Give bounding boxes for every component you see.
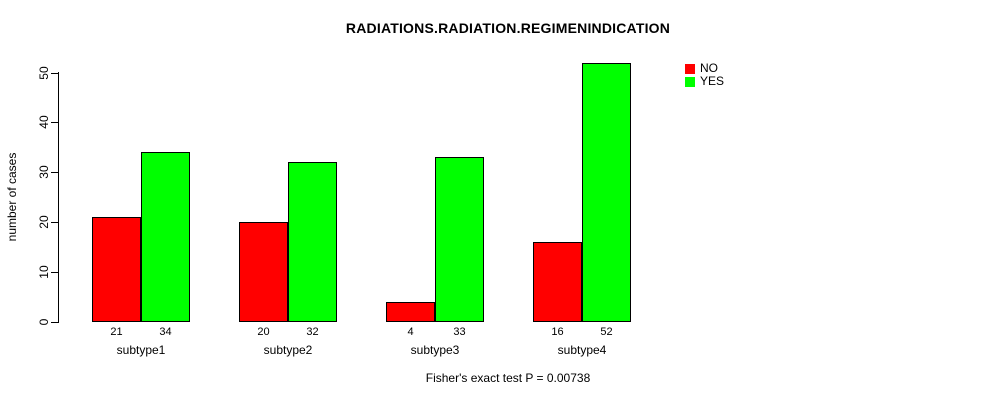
x-category-label-subtype2: subtype2 — [263, 343, 313, 357]
legend-swatch-yes — [685, 76, 695, 87]
x-category-label-subtype1: subtype1 — [116, 343, 166, 357]
y-tick-label-50: 50 — [37, 66, 51, 80]
y-tick-mark-10 — [51, 272, 58, 273]
y-tick-mark-20 — [51, 222, 58, 223]
bar-yes-subtype1 — [141, 152, 190, 322]
bar-value-label-no-subtype3: 4 — [407, 326, 414, 338]
legend-label-yes: YES — [700, 74, 725, 88]
x-category-label-subtype3: subtype3 — [410, 343, 460, 357]
y-tick-mark-40 — [51, 122, 58, 123]
bar-no-subtype3 — [386, 302, 435, 322]
bar-yes-subtype3 — [435, 157, 484, 322]
stat-test-caption: Fisher's exact test P = 0.00738 — [425, 371, 591, 385]
y-tick-mark-30 — [51, 172, 58, 173]
y-tick-label-30: 30 — [37, 165, 51, 179]
bar-value-label-yes-subtype3: 33 — [453, 326, 466, 338]
legend-item-yes: YES — [685, 74, 725, 88]
bar-value-label-no-subtype1: 21 — [110, 326, 123, 338]
y-tick-label-10: 10 — [37, 265, 51, 279]
y-tick-label-40: 40 — [37, 115, 51, 129]
y-tick-label-0: 0 — [37, 318, 51, 326]
bar-no-subtype2 — [239, 222, 288, 322]
legend-swatch-no — [685, 63, 695, 74]
y-axis-label: number of cases — [5, 152, 19, 242]
bar-yes-subtype2 — [288, 162, 337, 322]
bar-value-label-yes-subtype4: 52 — [600, 326, 613, 338]
chart-title: RADIATIONS.RADIATION.REGIMENINDICATION — [345, 20, 671, 36]
legend: NO YES — [685, 61, 725, 88]
y-tick-mark-50 — [51, 73, 58, 74]
y-tick-mark-0 — [51, 322, 58, 323]
bar-value-label-yes-subtype1: 34 — [159, 326, 172, 338]
x-category-label-subtype4: subtype4 — [557, 343, 607, 357]
bar-yes-subtype4 — [582, 63, 631, 322]
y-tick-label-20: 20 — [37, 215, 51, 229]
bar-no-subtype1 — [92, 217, 141, 322]
bar-value-label-no-subtype4: 16 — [551, 326, 564, 338]
legend-item-no: NO — [685, 61, 724, 75]
bar-value-label-no-subtype2: 20 — [257, 326, 270, 338]
bar-no-subtype4 — [533, 242, 582, 322]
y-axis-line — [58, 72, 59, 323]
legend-label-no: NO — [700, 61, 718, 75]
bar-value-label-yes-subtype2: 32 — [306, 326, 319, 338]
